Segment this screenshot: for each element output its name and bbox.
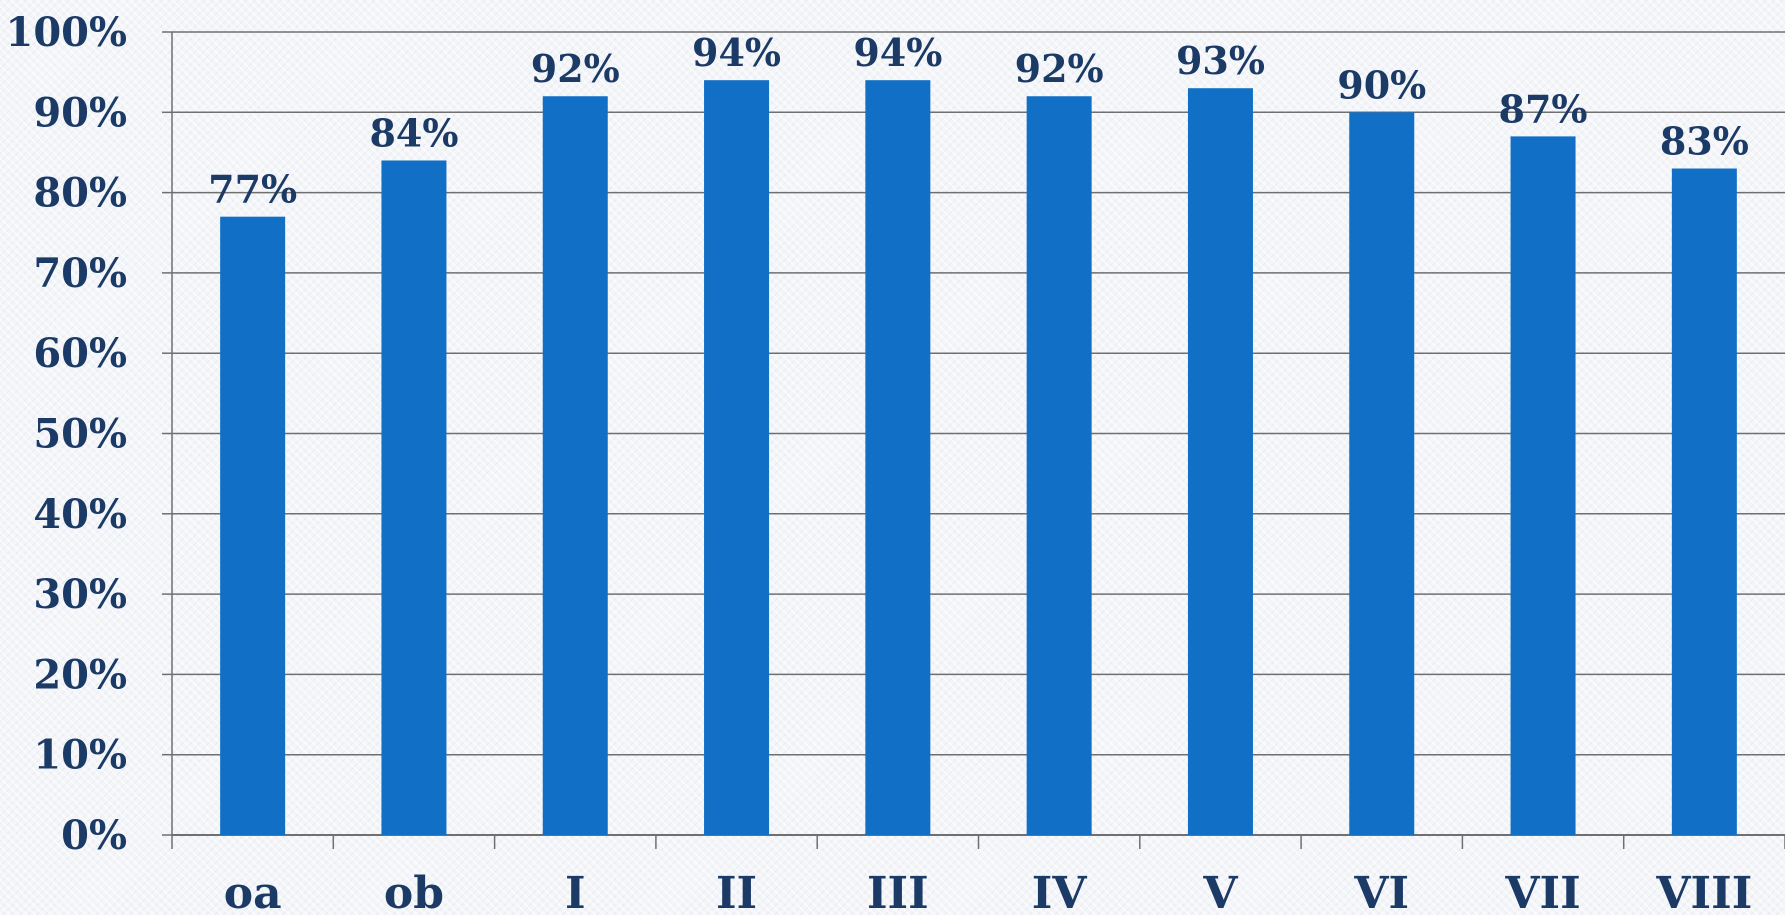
x-category-label: ob [384, 868, 444, 915]
y-tick-label: 70% [33, 250, 127, 297]
data-label: 84% [369, 110, 458, 155]
y-tick-label: 60% [33, 330, 127, 377]
x-category-label: VIII [1655, 868, 1752, 915]
x-category-label: III [867, 868, 929, 915]
bar [381, 160, 447, 836]
x-category-label: I [565, 868, 586, 915]
y-tick-label: 40% [33, 491, 127, 538]
bar [1510, 136, 1576, 835]
bar [1187, 88, 1253, 835]
data-label: 92% [531, 46, 620, 91]
y-tick-label: 100% [5, 9, 127, 56]
data-label: 92% [1015, 46, 1104, 91]
x-axis-category-labels: oa ob I II III IV V VI VII VIII [224, 868, 1753, 915]
x-category-label: VI [1353, 868, 1409, 915]
data-label: 90% [1337, 62, 1426, 107]
bars [220, 80, 1737, 836]
bar [865, 80, 931, 836]
x-category-label: oa [224, 868, 282, 915]
bar [1026, 96, 1092, 836]
data-labels: 77% 84% 92% 94% 94% 92% 93% 90% 87% 83% [208, 30, 1749, 212]
y-tick-label: 30% [33, 571, 127, 618]
x-category-label: VII [1504, 868, 1580, 915]
y-tick-label: 90% [33, 89, 127, 136]
x-axis [171, 32, 1785, 849]
bar [704, 80, 770, 836]
y-tick-label: 0% [61, 812, 127, 859]
bar [1349, 112, 1415, 836]
y-tick-label: 50% [33, 411, 127, 458]
data-label: 94% [853, 30, 942, 75]
y-axis-tick-labels: 0% 10% 20% 30% 40% 50% 60% 70% 80% 90% 100% [5, 9, 127, 859]
data-label: 83% [1660, 119, 1749, 164]
y-tick-label: 10% [33, 732, 127, 779]
x-category-label: IV [1032, 868, 1088, 915]
data-label: 87% [1499, 86, 1588, 131]
y-tick-label: 20% [33, 651, 127, 698]
data-label: 77% [208, 167, 297, 212]
x-category-label: II [716, 868, 757, 915]
bar [220, 216, 286, 835]
bar [542, 96, 608, 836]
data-label: 93% [1176, 38, 1265, 83]
y-tick-label: 80% [33, 170, 127, 217]
x-category-label: V [1202, 868, 1238, 915]
bar [1671, 168, 1737, 835]
data-label: 94% [692, 30, 781, 75]
